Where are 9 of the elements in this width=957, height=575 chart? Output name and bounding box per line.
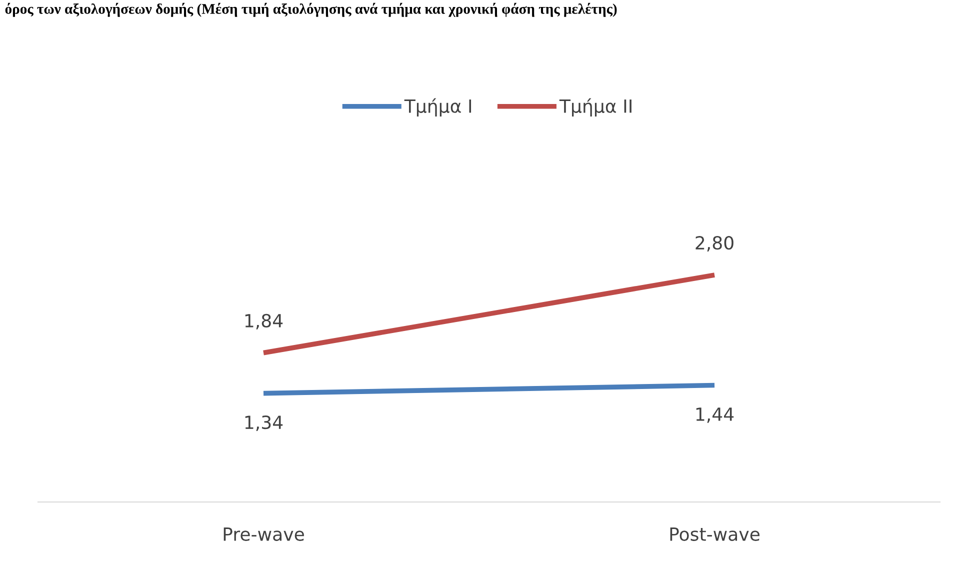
chart-title: όρος των αξιολογήσεων δομής (Μέση τιμή αξιολόγησης ανά τμήμα και χρονική φάση της μελέτης): [5, 2, 617, 17]
legend-label: Τμήμα I: [404, 98, 472, 116]
x-tick-label: Post-wave: [670, 528, 760, 541]
data-label: 1,44: [696, 408, 734, 423]
data-label: 1,34: [245, 415, 283, 431]
x-tick-label: Pre-wave: [224, 528, 304, 541]
legend-label: Τμήμα II: [559, 98, 632, 116]
data-label: 2,80: [696, 236, 734, 252]
data-label: 1,84: [245, 314, 283, 330]
